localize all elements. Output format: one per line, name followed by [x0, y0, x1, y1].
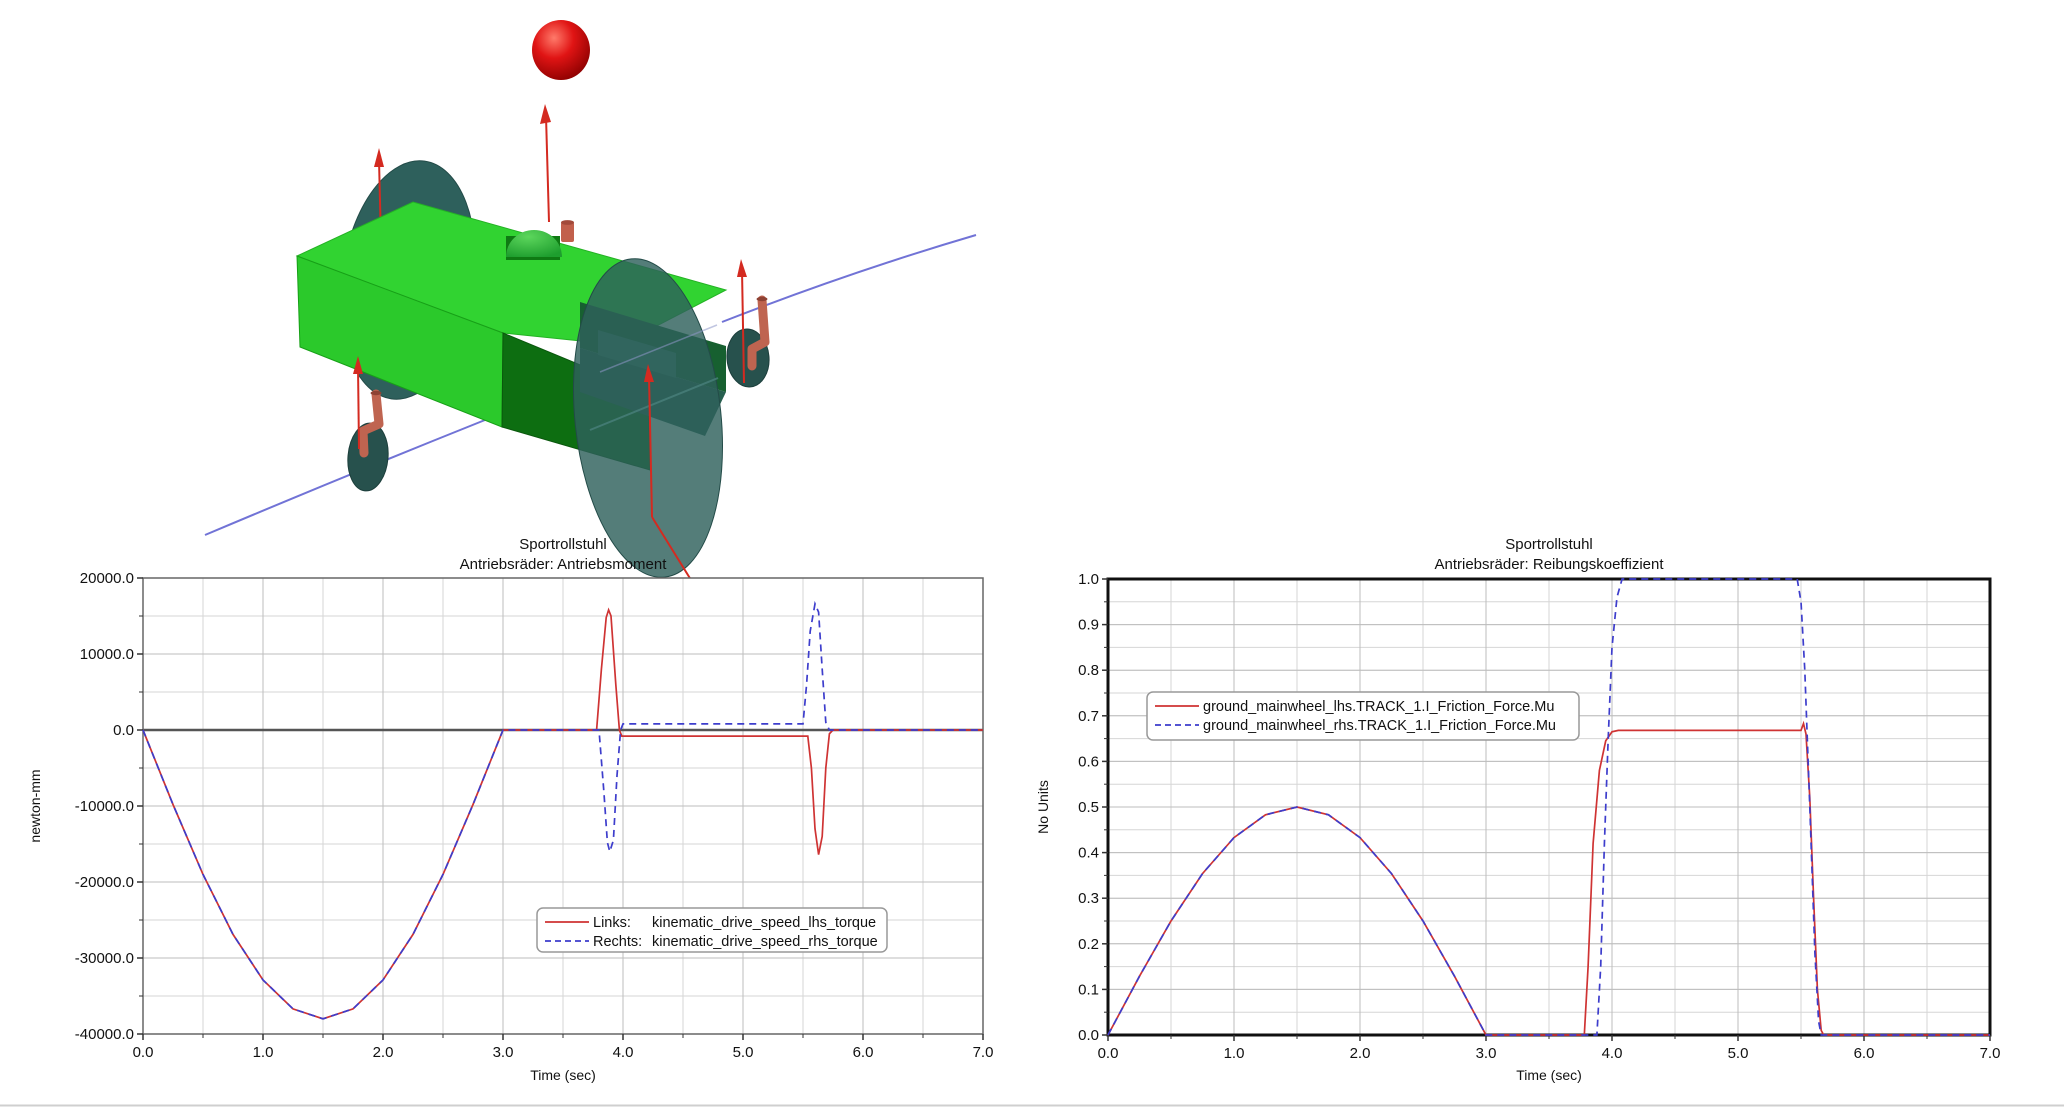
deck-marker-cylinder-top — [561, 220, 574, 225]
chart-torque-ylabel: newton-mm — [27, 769, 43, 842]
y-tick-label: 1.0 — [1078, 571, 1099, 588]
right-caster-arrowhead — [737, 259, 747, 277]
x-tick-label: 1.0 — [1224, 1045, 1245, 1062]
legend-entry-prefix: Rechts: — [593, 934, 642, 950]
x-tick-label: 1.0 — [253, 1044, 274, 1061]
chart-friction-xlabel: Time (sec) — [1516, 1067, 1582, 1083]
left-caster-arrow — [357, 365, 360, 450]
chart-torque: Sportrollstuhl Antriebsräder: Antriebsmo… — [27, 536, 993, 1083]
y-tick-label: 0.9 — [1078, 617, 1099, 634]
x-tick-label: 7.0 — [1980, 1045, 2001, 1062]
legend-entry-prefix: Links: — [593, 915, 631, 931]
x-tick-label: 3.0 — [493, 1044, 514, 1061]
right-caster-fork — [747, 295, 770, 371]
right-caster-assembly — [726, 259, 770, 388]
y-tick-label: 0.7 — [1078, 708, 1099, 725]
left-caster-arrowhead — [353, 356, 363, 374]
x-tick-label: 3.0 — [1476, 1045, 1497, 1062]
track-line-right-segment — [721, 234, 977, 323]
x-tick-label: 5.0 — [733, 1044, 754, 1061]
track-line-left-segment — [204, 419, 486, 536]
y-tick-label: 0.0 — [113, 722, 134, 739]
x-tick-label: 4.0 — [613, 1044, 634, 1061]
chart-torque-title: Sportrollstuhl — [519, 536, 607, 553]
y-tick-label: 0.5 — [1078, 799, 1099, 816]
left-caster-assembly — [347, 356, 389, 492]
series-right — [1107, 578, 1990, 1036]
y-tick-label: 0.0 — [1078, 1027, 1099, 1044]
legend-entry-label: ground_mainwheel_lhs.TRACK_1.I_Friction_… — [1203, 699, 1554, 715]
track-through-wheel — [599, 324, 718, 373]
y-tick-label: 0.1 — [1078, 981, 1099, 998]
series-line-ground_mainwheel_rhs.TRACK_1.I_Friction_Force.Mu — [1107, 578, 1990, 1036]
series-left — [142, 600, 983, 1020]
x-tick-label: 6.0 — [1854, 1045, 1875, 1062]
x-tick-label: 4.0 — [1602, 1045, 1623, 1062]
chart-friction: Sportrollstuhl Antriebsräder: Reibungsko… — [1035, 536, 2000, 1083]
rear-left-force-arrowhead — [374, 148, 384, 167]
mainwheel-split-line — [589, 377, 719, 431]
legend-box — [536, 907, 888, 953]
y-tick-label: -20000.0 — [75, 874, 134, 891]
chart-friction-title: Sportrollstuhl — [1505, 536, 1593, 553]
legend-entry-label: ground_mainwheel_rhs.TRACK_1.I_Friction_… — [1203, 718, 1556, 734]
x-tick-label: 2.0 — [1350, 1045, 1371, 1062]
y-tick-label: -10000.0 — [75, 798, 134, 815]
chart-torque-subtitle: Antriebsräder: Antriebsmoment — [460, 556, 668, 573]
x-tick-label: 6.0 — [853, 1044, 874, 1061]
y-tick-label: -40000.0 — [75, 1026, 134, 1043]
wheel-normal-arrowhead — [644, 364, 654, 382]
seat-dome — [506, 230, 562, 257]
x-tick-label: 2.0 — [373, 1044, 394, 1061]
wheel-normal-arrow — [648, 375, 653, 518]
legend-left[interactable]: Links: kinematic_drive_speed_lhs_torque Re… — [536, 907, 888, 953]
chart-friction-subtitle: Antriebsräder: Reibungskoeffizient — [1434, 556, 1664, 573]
x-tick-label: 0.0 — [133, 1044, 154, 1061]
series-line-Rechts: — [142, 600, 983, 1020]
x-tick-label: 7.0 — [973, 1044, 994, 1061]
y-tick-label: 0.6 — [1078, 753, 1099, 770]
y-tick-label: -30000.0 — [75, 950, 134, 967]
y-tick-label: 0.3 — [1078, 890, 1099, 907]
chart-torque-xlabel: Time (sec) — [530, 1067, 596, 1083]
legend-entry-label: kinematic_drive_speed_rhs_torque — [652, 934, 878, 950]
marker-ball — [532, 20, 590, 80]
wheel-friction-arrow — [651, 516, 697, 589]
y-tick-label: 0.4 — [1078, 845, 1099, 862]
y-tick-label: 0.2 — [1078, 936, 1099, 953]
chart-torque-plot: 0.0 1.0 2.0 3.0 4.0 5.0 6.0 7.0 20000.0 10000.0 0.… — [75, 570, 994, 1061]
deck-marker-cylinder — [561, 222, 574, 242]
body-force-arrow — [545, 115, 550, 223]
left-caster-fork-top — [370, 390, 382, 396]
y-tick-label: 10000.0 — [80, 646, 134, 663]
x-tick-label: 5.0 — [1728, 1045, 1749, 1062]
y-tick-label: 20000.0 — [80, 570, 134, 587]
body-force-arrowhead — [540, 104, 551, 124]
chart-friction-ylabel: No Units — [1035, 780, 1051, 834]
grid-right — [1108, 579, 1990, 1035]
legend-right[interactable]: ground_mainwheel_lhs.TRACK_1.I_Friction_… — [1146, 691, 1580, 741]
ticks-left: 0.0 1.0 2.0 3.0 4.0 5.0 6.0 7.0 20000.0 10000.0 0.… — [75, 570, 994, 1061]
model-viewport[interactable] — [204, 20, 977, 597]
legend-entry-label: kinematic_drive_speed_lhs_torque — [652, 915, 876, 931]
ticks-right: 0.0 1.0 2.0 3.0 4.0 5.0 6.0 7.0 1.0 0.9 0.8 0.7 0.6 0… — [1078, 571, 2000, 1062]
right-caster-arrow — [741, 269, 745, 384]
legend-box — [1146, 691, 1580, 741]
right-caster-fork-top — [756, 296, 768, 302]
y-tick-label: 0.8 — [1078, 662, 1099, 679]
left-caster-fork — [358, 389, 384, 458]
x-tick-label: 0.0 — [1098, 1045, 1119, 1062]
chart-friction-plot: 0.0 1.0 2.0 3.0 4.0 5.0 6.0 7.0 1.0 0.9 0.8 0.7 0.6 0… — [1078, 571, 2000, 1062]
